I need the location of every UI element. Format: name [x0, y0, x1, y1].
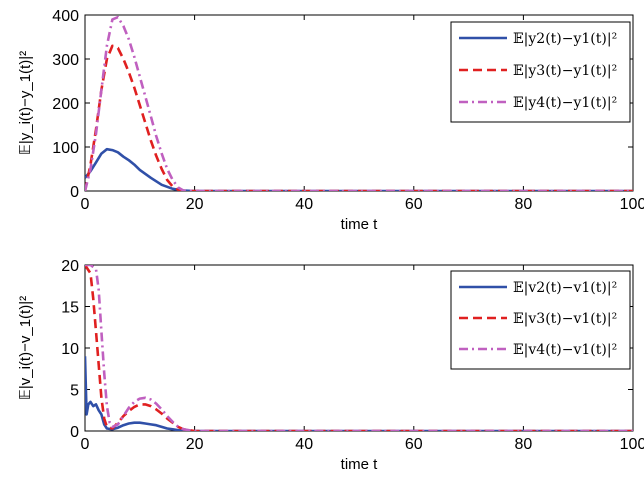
x-tick-label: 20 — [186, 196, 204, 213]
series-line-2 — [85, 356, 633, 431]
x-tick-label: 0 — [81, 436, 90, 453]
x-tick-label: 0 — [81, 196, 90, 213]
x-tick-label: 60 — [405, 196, 423, 213]
legend: 𝔼|y2(t)−y1(t)|² 𝔼|y3(t)−y1(t)|² 𝔼|y4(t)−y1… — [450, 21, 631, 123]
y-tick-label: 20 — [61, 258, 79, 275]
legend-label: 𝔼|v2(t)−v1(t)|² — [513, 280, 617, 296]
legend-label: 𝔼|v4(t)−v1(t)|² — [513, 342, 617, 358]
y-tick-label: 300 — [52, 52, 79, 69]
series-line-3 — [85, 265, 633, 431]
x-tick-label: 20 — [186, 436, 204, 453]
x-tick-label: 100 — [620, 196, 644, 213]
y-tick-label: 15 — [61, 300, 79, 317]
y-tick-label: 10 — [61, 341, 79, 358]
y-tick-label: 0 — [70, 184, 79, 201]
x-tick-label: 80 — [515, 196, 533, 213]
x-tick-label: 60 — [405, 436, 423, 453]
y-axis-label: 𝔼|v_i(t)−v_1(t)|² — [17, 296, 34, 400]
x-tick-label: 80 — [515, 436, 533, 453]
legend-label: 𝔼|v3(t)−v1(t)|² — [513, 311, 617, 327]
x-tick-label: 100 — [620, 436, 644, 453]
y-tick-label: 200 — [52, 96, 79, 113]
x-tick-label: 40 — [295, 196, 313, 213]
y-axis-label: 𝔼|y_i(t)−y_1(t)|² — [17, 51, 34, 155]
y-tick-label: 5 — [70, 383, 79, 400]
series-group — [85, 15, 633, 191]
series-line-2 — [85, 147, 633, 191]
legend: 𝔼|v2(t)−v1(t)|² 𝔼|v3(t)−v1(t)|² 𝔼|v4(t)−v1… — [450, 270, 631, 370]
y-tick-label: 0 — [70, 424, 79, 441]
x-tick-label: 40 — [295, 436, 313, 453]
y-tick-label: 100 — [52, 140, 79, 157]
y-tick-label: 400 — [52, 8, 79, 25]
chart-panel-2: 0 20 40 60 80 100 0 5 10 15 20 time t 𝔼|v_i(t)−v_1(t… — [17, 258, 644, 473]
legend-label: 𝔼|y3(t)−y1(t)|² — [513, 63, 617, 79]
legend-label: 𝔼|y4(t)−y1(t)|² — [513, 95, 617, 111]
x-axis-label: time t — [341, 456, 379, 473]
series-group — [85, 265, 633, 431]
x-axis-label: time t — [341, 216, 379, 233]
chart-panel-1: 0 20 40 60 80 100 0 100 200 300 400 time t 𝔼|y_i(t)−… — [17, 8, 644, 233]
legend-label: 𝔼|y2(t)−y1(t)|² — [513, 31, 617, 47]
series-line-4 — [85, 15, 633, 191]
